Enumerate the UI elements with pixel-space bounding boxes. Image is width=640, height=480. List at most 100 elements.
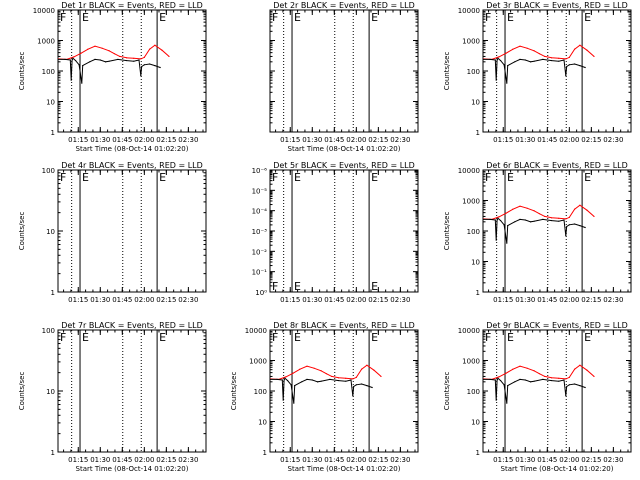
events-point bbox=[89, 61, 91, 63]
x-tick-label: 02:00 bbox=[346, 456, 366, 464]
y-tick-label: 1000 bbox=[37, 38, 55, 46]
events-point bbox=[496, 219, 498, 221]
events-point bbox=[494, 379, 496, 381]
events-point bbox=[371, 386, 373, 389]
events-point bbox=[533, 60, 535, 62]
y-tick-label: 10⁻⁵ bbox=[252, 187, 268, 195]
x-tick-label: 02:15 bbox=[156, 136, 176, 144]
y-tick-label: 10000 bbox=[33, 7, 55, 15]
events-point bbox=[514, 381, 516, 383]
x-tick-label: 02:30 bbox=[178, 296, 198, 304]
y-tick-label: 1 bbox=[263, 449, 267, 457]
y-tick-label: 10 bbox=[46, 388, 55, 396]
lld-point bbox=[149, 48, 151, 50]
events-point bbox=[558, 220, 560, 222]
lld-point bbox=[325, 373, 327, 375]
y-axis-label: Counts/sec bbox=[230, 372, 238, 411]
events-point bbox=[483, 58, 484, 61]
events-point bbox=[311, 379, 313, 381]
series-events-line bbox=[58, 57, 161, 84]
lld-point bbox=[512, 48, 514, 50]
events-point bbox=[495, 79, 497, 81]
x-tick-label: 01:30 bbox=[302, 136, 322, 144]
x-tick-label: 02:15 bbox=[368, 136, 388, 144]
events-point bbox=[506, 82, 508, 84]
x-tick-label: 02:30 bbox=[603, 296, 623, 304]
events-point bbox=[514, 221, 516, 223]
x-tick-label: 02:15 bbox=[368, 296, 388, 304]
y-tick-label: 100 bbox=[467, 228, 480, 236]
plot-title: Det 9r BLACK = Events, RED = LLD bbox=[486, 321, 628, 330]
lld-point bbox=[526, 47, 528, 49]
lld-point bbox=[558, 57, 560, 59]
events-point bbox=[542, 378, 544, 381]
events-point bbox=[281, 379, 283, 381]
y-tick-label: 1000 bbox=[462, 38, 480, 46]
x-axis-label: Start Time (08-Oct-14 01:02:20) bbox=[76, 465, 189, 473]
lld-point bbox=[568, 216, 570, 218]
events-point bbox=[503, 224, 505, 226]
series-events-line bbox=[483, 217, 586, 244]
y-tick-label: 1 bbox=[476, 289, 480, 297]
x-tick-label: 01:15 bbox=[493, 456, 513, 464]
events-point bbox=[533, 380, 535, 382]
events-point bbox=[117, 58, 119, 61]
lld-point bbox=[579, 364, 581, 366]
events-point bbox=[82, 65, 84, 67]
y-tick-label: 100 bbox=[42, 68, 55, 76]
region-label: F bbox=[60, 171, 66, 184]
lld-point bbox=[87, 48, 89, 50]
lld-point bbox=[154, 44, 156, 46]
lld-point bbox=[512, 368, 514, 370]
events-point bbox=[108, 60, 110, 62]
lld-point bbox=[101, 47, 103, 49]
events-point bbox=[78, 64, 80, 66]
y-tick-label: 10000 bbox=[458, 7, 480, 15]
lld-point bbox=[380, 375, 382, 378]
events-point bbox=[551, 379, 553, 382]
y-axis-label: Counts/sec bbox=[443, 52, 451, 91]
region-label: E bbox=[507, 171, 514, 184]
x-tick-label: 01:45 bbox=[537, 136, 557, 144]
plot-panel-8: Det 8r BLACK = Events, RED = LLD 1 10 100 10… bbox=[230, 321, 419, 473]
lld-point bbox=[551, 217, 553, 219]
events-point bbox=[293, 402, 295, 404]
plot-panel-5: Det 5r BLACK = Events, RED = LLD 10⁻⁶ 10⁻⁵… bbox=[252, 161, 419, 304]
events-point bbox=[94, 58, 96, 61]
y-tick-label: 10 bbox=[471, 419, 480, 427]
lld-point bbox=[338, 377, 340, 379]
events-point bbox=[524, 219, 526, 221]
y-tick-label: 10⁻⁴ bbox=[252, 208, 268, 216]
lld-point bbox=[574, 368, 576, 370]
x-tick-label: 02:30 bbox=[178, 456, 198, 464]
plot-title: Det 7r BLACK = Events, RED = LLD bbox=[61, 321, 203, 330]
region-label: E bbox=[294, 331, 301, 344]
region-label: F bbox=[60, 331, 66, 344]
events-point bbox=[533, 220, 535, 222]
lld-point bbox=[519, 45, 521, 47]
y-tick-label: 10⁰ bbox=[255, 289, 267, 297]
x-tick-label: 02:30 bbox=[390, 136, 410, 144]
events-point bbox=[497, 57, 499, 59]
plot-title: Det 8r BLACK = Events, RED = LLD bbox=[273, 321, 415, 330]
y-tick-label: 100 bbox=[467, 68, 480, 76]
events-point bbox=[104, 61, 107, 63]
lld-point bbox=[593, 215, 595, 218]
events-point bbox=[483, 218, 484, 221]
x-tick-label: 02:15 bbox=[156, 296, 176, 304]
x-tick-label: 02:15 bbox=[581, 296, 601, 304]
events-point bbox=[495, 239, 497, 241]
events-point bbox=[306, 378, 308, 381]
region-label: E bbox=[159, 11, 166, 24]
events-point bbox=[524, 379, 526, 381]
lld-point bbox=[538, 53, 540, 55]
region-label: F bbox=[485, 171, 491, 184]
events-point bbox=[503, 384, 505, 386]
x-tick-label: 01:45 bbox=[537, 456, 557, 464]
events-point bbox=[574, 383, 576, 385]
events-point bbox=[345, 380, 347, 382]
lld-point bbox=[285, 376, 287, 378]
lld-point bbox=[519, 365, 521, 367]
events-point bbox=[551, 59, 553, 62]
x-tick-label: 01:15 bbox=[68, 456, 88, 464]
